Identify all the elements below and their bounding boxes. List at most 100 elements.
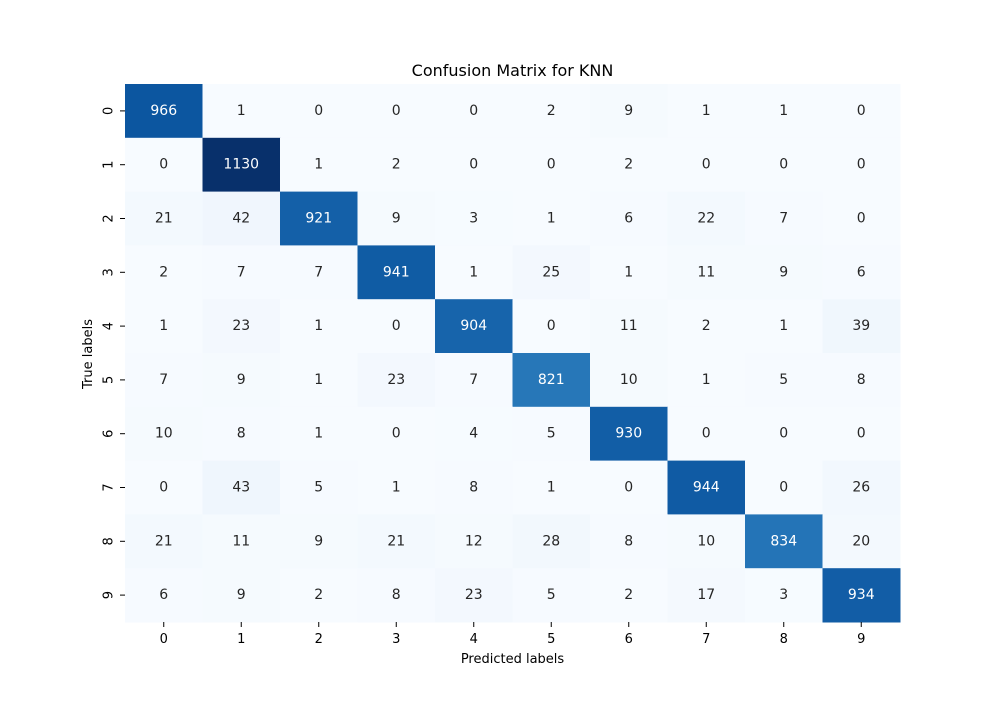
cell-annotation-6-2: 1 — [314, 426, 323, 442]
cell-annotation-9-9: 934 — [848, 587, 875, 603]
x-tick-label-5: 5 — [547, 632, 555, 647]
cell-annotation-3-6: 1 — [624, 264, 633, 280]
cell-annotation-7-5: 1 — [547, 480, 556, 496]
heatmap-cell-3-9 — [822, 245, 901, 300]
cell-annotation-9-6: 2 — [624, 587, 633, 603]
cell-annotation-4-4: 904 — [460, 318, 487, 334]
cell-annotation-9-1: 9 — [237, 587, 246, 603]
heatmap-cell-3-4 — [435, 245, 513, 300]
cell-annotation-1-0: 0 — [159, 157, 168, 173]
cell-annotation-9-4: 23 — [465, 587, 483, 603]
heatmap-cell-8-1 — [202, 514, 281, 569]
x-tick-label-8: 8 — [780, 632, 788, 647]
cell-annotation-6-4: 4 — [469, 426, 478, 442]
cell-annotation-4-7: 2 — [702, 318, 711, 334]
cell-annotation-7-2: 5 — [314, 480, 323, 496]
cell-annotation-7-1: 43 — [232, 480, 250, 496]
heatmap-cell-2-7 — [667, 191, 746, 246]
cell-annotation-3-9: 6 — [857, 264, 866, 280]
heatmap-cell-4-3 — [357, 299, 436, 354]
cell-annotation-0-5: 2 — [547, 103, 556, 119]
y-tick-label-7: 7 — [102, 483, 117, 491]
cell-annotation-5-4: 7 — [469, 372, 478, 388]
x-tick-label-1: 1 — [237, 632, 245, 647]
heatmap-cell-1-8 — [745, 137, 823, 193]
heatmap-cell-6-0 — [125, 406, 203, 462]
heatmap-cell-9-9 — [822, 568, 901, 623]
cell-annotation-3-4: 1 — [469, 264, 478, 280]
heatmap-cell-9-5 — [512, 568, 591, 623]
heatmap-cell-0-8 — [745, 84, 823, 139]
heatmap-cell-3-5 — [512, 245, 591, 300]
cell-annotation-5-9: 8 — [857, 372, 866, 388]
heatmap-cell-5-7 — [667, 353, 746, 408]
heatmap-cell-3-8 — [745, 245, 823, 300]
cell-annotation-3-1: 7 — [237, 264, 246, 280]
heatmap-cell-4-1 — [202, 299, 281, 354]
cell-annotation-0-3: 0 — [392, 103, 401, 119]
heatmap-cells — [125, 84, 901, 623]
heatmap-cell-7-4 — [435, 460, 513, 515]
heatmap-cell-4-6 — [590, 299, 668, 354]
heatmap-cell-9-0 — [125, 568, 203, 623]
heatmap-cell-9-3 — [357, 568, 436, 623]
heatmap-cell-5-5 — [512, 353, 591, 408]
heatmap-cell-5-8 — [745, 353, 823, 408]
x-axis-label: Predicted labels — [461, 652, 565, 667]
heatmap-cell-8-9 — [822, 514, 901, 569]
cell-annotation-2-0: 21 — [155, 211, 173, 227]
cell-annotation-6-1: 8 — [237, 426, 246, 442]
y-tick-label-5: 5 — [102, 376, 117, 384]
heatmap-cell-2-3 — [357, 191, 436, 246]
heatmap-cell-3-3 — [357, 245, 436, 300]
cell-annotation-8-3: 21 — [387, 533, 405, 549]
heatmap-cell-5-9 — [822, 353, 901, 408]
heatmap-cell-7-6 — [590, 460, 668, 515]
heatmap-cell-8-0 — [125, 514, 203, 569]
cell-annotation-1-9: 0 — [857, 157, 866, 173]
heatmap-cell-5-0 — [125, 353, 203, 408]
cell-annotation-9-5: 5 — [547, 587, 556, 603]
y-tick-label-8: 8 — [102, 537, 117, 545]
cell-annotation-6-8: 0 — [779, 426, 788, 442]
cell-annotation-3-8: 9 — [779, 264, 788, 280]
heatmap-cell-3-0 — [125, 245, 203, 300]
heatmap-cell-5-2 — [280, 353, 358, 408]
cell-annotation-4-6: 11 — [620, 318, 638, 334]
cell-annotation-9-3: 8 — [392, 587, 401, 603]
heatmap-cell-0-1 — [202, 84, 281, 139]
heatmap-cell-6-9 — [822, 406, 901, 462]
cell-annotation-1-5: 0 — [547, 157, 556, 173]
cell-annotation-9-0: 6 — [159, 587, 168, 603]
heatmap-cell-6-6 — [590, 406, 668, 462]
heatmap-cell-8-6 — [590, 514, 668, 569]
cell-annotation-2-3: 9 — [392, 211, 401, 227]
cell-annotation-5-6: 10 — [620, 372, 638, 388]
cell-annotation-9-2: 2 — [314, 587, 323, 603]
cell-annotation-5-0: 7 — [159, 372, 168, 388]
cell-annotation-8-7: 10 — [697, 533, 715, 549]
heatmap-cell-7-5 — [512, 460, 591, 515]
heatmap-cell-4-0 — [125, 299, 203, 354]
y-tick-label-4: 4 — [102, 322, 117, 330]
heatmap-cell-1-6 — [590, 137, 668, 193]
cell-annotation-8-6: 8 — [624, 533, 633, 549]
cell-annotation-8-8: 834 — [770, 533, 797, 549]
heatmap-cell-6-4 — [435, 406, 513, 462]
cell-annotation-8-0: 21 — [155, 533, 173, 549]
heatmap-cell-8-2 — [280, 514, 358, 569]
cell-annotation-3-2: 7 — [314, 264, 323, 280]
heatmap-cell-1-0 — [125, 137, 203, 193]
heatmap-cell-4-7 — [667, 299, 746, 354]
cell-annotation-5-8: 5 — [779, 372, 788, 388]
cell-annotation-1-4: 0 — [469, 157, 478, 173]
cell-annotation-9-7: 17 — [697, 587, 715, 603]
y-tick-label-6: 6 — [102, 430, 117, 438]
heatmap-cell-4-5 — [512, 299, 591, 354]
x-tick-label-9: 9 — [857, 632, 865, 647]
cell-annotation-9-8: 3 — [779, 587, 788, 603]
cell-annotation-7-6: 0 — [624, 480, 633, 496]
cell-annotation-1-2: 1 — [314, 157, 323, 173]
heatmap-cell-8-7 — [667, 514, 746, 569]
x-tick-label-2: 2 — [315, 632, 323, 647]
